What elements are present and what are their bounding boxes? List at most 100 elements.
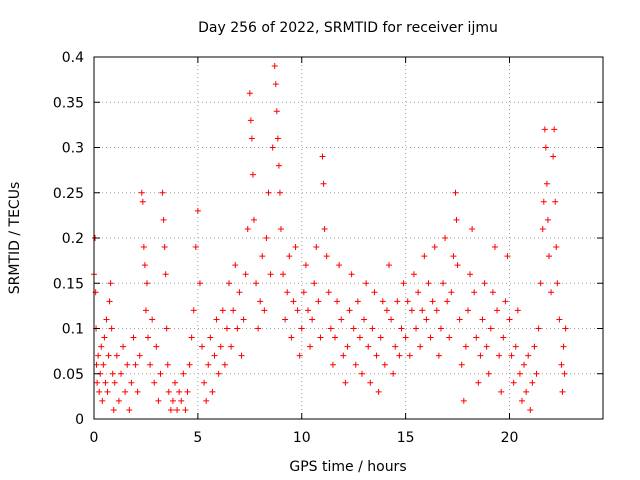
data-point bbox=[419, 307, 426, 314]
data-point bbox=[415, 289, 422, 296]
data-point bbox=[417, 343, 424, 350]
data-point bbox=[265, 189, 272, 196]
data-point bbox=[561, 370, 568, 377]
data-point bbox=[261, 307, 268, 314]
data-point bbox=[142, 307, 149, 314]
data-point bbox=[361, 316, 368, 323]
data-point bbox=[249, 171, 256, 178]
data-point bbox=[141, 262, 148, 269]
data-point bbox=[269, 144, 276, 151]
data-point bbox=[551, 126, 558, 133]
data-point bbox=[383, 307, 390, 314]
data-point bbox=[504, 253, 511, 260]
data-point bbox=[176, 388, 183, 395]
data-point bbox=[255, 325, 262, 332]
data-point bbox=[512, 343, 519, 350]
data-point bbox=[425, 280, 432, 287]
data-point bbox=[542, 144, 549, 151]
data-point bbox=[294, 307, 301, 314]
data-point bbox=[429, 298, 436, 305]
data-point bbox=[99, 397, 106, 404]
data-point bbox=[491, 244, 498, 251]
data-point bbox=[489, 289, 496, 296]
data-point bbox=[379, 298, 386, 305]
data-point bbox=[219, 307, 226, 314]
data-point bbox=[377, 334, 384, 341]
data-point bbox=[140, 244, 147, 251]
data-point bbox=[286, 253, 293, 260]
data-point bbox=[483, 343, 490, 350]
data-point bbox=[232, 262, 239, 269]
data-point bbox=[539, 225, 546, 232]
data-point bbox=[169, 397, 176, 404]
data-point bbox=[108, 325, 115, 332]
data-point bbox=[537, 280, 544, 287]
data-point bbox=[211, 352, 218, 359]
data-point bbox=[475, 379, 482, 386]
data-point bbox=[559, 388, 566, 395]
data-point bbox=[199, 343, 206, 350]
data-point bbox=[320, 180, 327, 187]
data-point bbox=[100, 361, 107, 368]
data-point bbox=[552, 198, 559, 205]
data-point bbox=[508, 352, 515, 359]
data-point bbox=[250, 216, 257, 223]
grid-layer bbox=[94, 57, 603, 419]
data-point bbox=[267, 271, 274, 278]
data-point bbox=[435, 352, 442, 359]
data-point bbox=[120, 343, 127, 350]
data-point bbox=[404, 298, 411, 305]
data-point bbox=[282, 316, 289, 323]
data-point bbox=[217, 343, 224, 350]
data-point bbox=[96, 388, 103, 395]
data-point bbox=[115, 397, 122, 404]
data-point bbox=[311, 280, 318, 287]
data-point bbox=[104, 388, 111, 395]
data-point bbox=[523, 388, 530, 395]
y-tick-label: 0.35 bbox=[53, 95, 84, 111]
data-point bbox=[226, 280, 233, 287]
data-point bbox=[344, 343, 351, 350]
data-point bbox=[408, 307, 415, 314]
x-tick-label: 5 bbox=[193, 430, 202, 446]
data-point bbox=[246, 90, 253, 97]
data-point bbox=[172, 379, 179, 386]
data-point bbox=[331, 334, 338, 341]
data-point bbox=[471, 289, 478, 296]
data-point bbox=[453, 216, 460, 223]
data-point bbox=[300, 289, 307, 296]
data-point bbox=[440, 280, 447, 287]
data-point bbox=[394, 298, 401, 305]
data-point bbox=[413, 325, 420, 332]
data-point bbox=[421, 253, 428, 260]
data-point bbox=[98, 343, 105, 350]
y-tick-label: 0.4 bbox=[62, 50, 84, 66]
data-point bbox=[487, 325, 494, 332]
data-point bbox=[516, 370, 523, 377]
data-point bbox=[454, 262, 461, 269]
data-point bbox=[207, 334, 214, 341]
data-point bbox=[540, 198, 547, 205]
data-point bbox=[535, 325, 542, 332]
data-point bbox=[336, 262, 343, 269]
y-tick-label: 0.15 bbox=[53, 276, 84, 292]
data-point bbox=[298, 325, 305, 332]
data-point bbox=[321, 225, 328, 232]
data-point bbox=[381, 361, 388, 368]
data-point bbox=[356, 334, 363, 341]
data-point bbox=[105, 352, 112, 359]
data-point bbox=[124, 361, 131, 368]
data-point bbox=[302, 262, 309, 269]
data-point bbox=[496, 352, 503, 359]
data-point bbox=[402, 334, 409, 341]
data-point bbox=[373, 352, 380, 359]
data-point bbox=[151, 379, 158, 386]
data-point bbox=[541, 126, 548, 133]
data-point bbox=[160, 216, 167, 223]
data-point bbox=[317, 334, 324, 341]
data-point bbox=[165, 388, 172, 395]
data-point bbox=[442, 235, 449, 241]
y-tick-label: 0 bbox=[75, 412, 84, 428]
data-point bbox=[244, 225, 251, 232]
y-axis-label: SRMTID / TECUs bbox=[7, 182, 23, 295]
